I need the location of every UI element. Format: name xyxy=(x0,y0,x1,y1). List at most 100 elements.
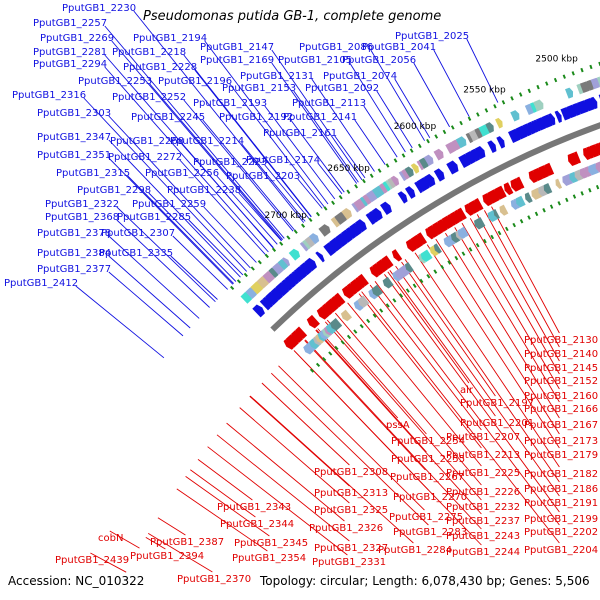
tick-mark xyxy=(484,108,489,113)
reverse-callout-line xyxy=(249,395,414,544)
reverse-gene-label: PputGB1_2394 xyxy=(130,551,204,562)
forward-gene xyxy=(474,145,486,160)
tick-mark xyxy=(447,260,452,265)
reverse-gene xyxy=(416,232,428,245)
forward-gene xyxy=(380,201,392,216)
forward-gene xyxy=(281,279,293,291)
reverse-callout-line xyxy=(109,530,140,549)
cog-feature xyxy=(450,231,461,244)
tick-mark xyxy=(459,120,463,126)
forward-callout-line xyxy=(271,62,358,184)
tick-mark xyxy=(553,77,558,83)
tick-mark xyxy=(545,81,549,86)
reverse-gene-label: PputGB1_2267 xyxy=(390,472,464,483)
forward-callout-line xyxy=(271,49,363,181)
reverse-callout-line xyxy=(216,434,350,542)
forward-gene xyxy=(533,119,541,132)
forward-gene xyxy=(368,211,379,223)
reverse-gene xyxy=(316,306,330,320)
reverse-callout-line xyxy=(435,238,560,435)
forward-callout-line xyxy=(354,119,386,165)
reverse-callout-line xyxy=(476,214,560,362)
reverse-gene-label: PputGB1_2387 xyxy=(150,537,224,548)
accession-label: Accession: NC_010322 xyxy=(8,574,145,588)
forward-callout-line xyxy=(104,66,269,253)
cog-feature xyxy=(569,171,579,183)
forward-gene-label: PputGB1_2298 xyxy=(77,185,151,196)
forward-callout-line xyxy=(108,255,191,329)
forward-callout-line xyxy=(264,164,310,219)
forward-callout-line xyxy=(133,10,305,223)
reverse-gene-label: PputGB1_2191 xyxy=(524,498,598,509)
forward-callout-line xyxy=(111,40,283,241)
forward-callout-line xyxy=(149,83,284,240)
cog-feature xyxy=(493,209,501,219)
reverse-gene-label: PputGB1_2173 xyxy=(524,436,598,447)
forward-gene-label: PputGB1_2203 xyxy=(226,171,300,182)
tick-mark xyxy=(426,274,431,279)
tick-mark xyxy=(293,229,298,234)
forward-gene xyxy=(487,140,497,153)
reverse-callout-line xyxy=(317,328,399,419)
tick-mark xyxy=(369,173,374,178)
tick-mark xyxy=(236,279,242,284)
cog-feature xyxy=(353,300,364,311)
tick-mark xyxy=(527,215,531,220)
tick-mark xyxy=(372,313,377,318)
forward-callout-line xyxy=(202,119,295,231)
forward-callout-line xyxy=(334,135,366,179)
reverse-gene xyxy=(510,178,522,192)
forward-gene-label: PputGB1_2285 xyxy=(117,212,191,223)
tick-mark xyxy=(512,222,516,228)
forward-gene-label: PputGB1_2074 xyxy=(323,71,397,82)
tick-mark xyxy=(385,303,390,308)
reverse-callout-line xyxy=(249,395,350,487)
tick-mark xyxy=(442,129,447,135)
reverse-gene xyxy=(538,165,550,179)
reverse-callout-line xyxy=(190,469,256,518)
forward-callout-line xyxy=(172,235,229,290)
cog-feature xyxy=(385,180,393,190)
reverse-gene xyxy=(341,285,355,299)
reverse-callout-line xyxy=(90,552,127,573)
reverse-gene xyxy=(567,152,579,167)
cog-feature xyxy=(455,136,467,149)
forward-gene-label: PputGB1_2315 xyxy=(56,168,130,179)
cog-feature xyxy=(596,76,600,87)
forward-gene-label: PputGB1_2194 xyxy=(133,33,207,44)
forward-gene xyxy=(259,299,271,311)
forward-callout-line xyxy=(170,255,218,300)
tick-mark xyxy=(338,195,343,200)
forward-gene xyxy=(576,100,589,115)
reverse-callout-line xyxy=(304,339,482,530)
forward-gene-label: PputGB1_2351 xyxy=(37,150,111,161)
tick-mark xyxy=(286,235,291,240)
forward-gene-label: PputGB1_2256 xyxy=(145,168,219,179)
tick-mark xyxy=(331,200,336,205)
tick-mark xyxy=(588,188,592,193)
reverse-gene xyxy=(533,167,544,182)
reverse-gene xyxy=(586,146,594,159)
forward-gene-label: PputGB1_2196 xyxy=(158,76,232,87)
tick-mark xyxy=(399,293,404,298)
forward-callout-line xyxy=(317,162,343,195)
forward-gene-label: PputGB1_2252 xyxy=(112,92,186,103)
reverse-gene-label: PputGB1_2152 xyxy=(524,376,598,387)
tick-mark xyxy=(264,253,269,259)
reverse-gene xyxy=(441,215,454,230)
tick-mark xyxy=(257,260,262,265)
cog-feature xyxy=(394,269,404,280)
reverse-gene-label: PputGB1_2202 xyxy=(524,527,598,538)
reverse-gene xyxy=(391,249,403,262)
tick-mark xyxy=(412,283,417,288)
forward-callout-line xyxy=(188,219,244,276)
tick-mark xyxy=(315,211,320,217)
tick-mark xyxy=(595,184,600,190)
cog-feature xyxy=(319,330,329,340)
forward-gene xyxy=(554,110,562,123)
forward-callout-line xyxy=(413,62,450,128)
cog-feature xyxy=(429,245,439,257)
reverse-gene xyxy=(464,203,474,216)
reverse-callout-line xyxy=(384,274,560,513)
forward-gene-label: PputGB1_2113 xyxy=(292,98,366,109)
